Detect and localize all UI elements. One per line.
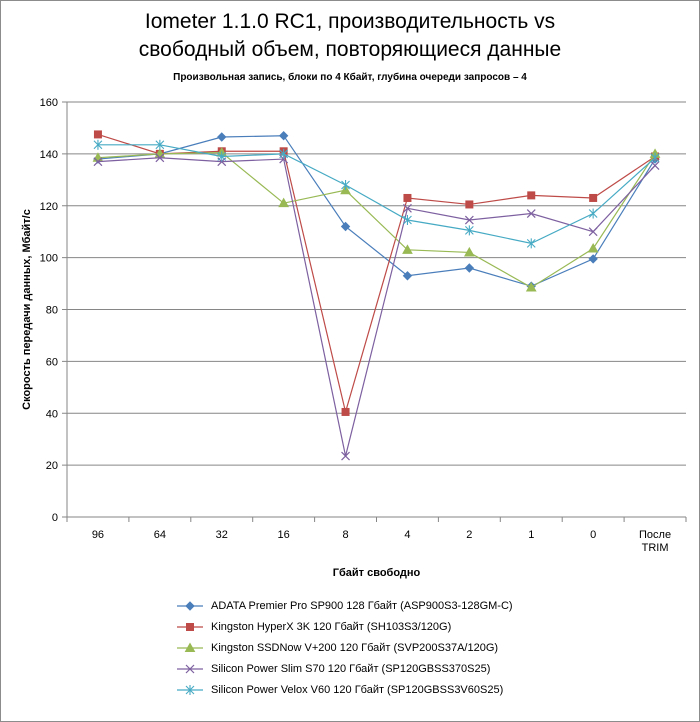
legend-swatch [177,664,203,674]
legend-item: Kingston SSDNow V+200 120 Гбайт (SVP200S… [175,638,595,659]
legend-item: Kingston HyperX 3K 120 Гбайт (SH103S3/12… [175,617,595,638]
line-chart: 0 20 40 60 80 100 120 140 160 96 64 32 16 8 4 2 1 0 После T… [21,97,687,579]
legend-swatch [177,601,203,611]
x-tick-label: 2 [466,529,472,541]
series-2 [93,130,660,416]
data-point [402,271,413,281]
y-axis-label: Скорость передачи данных, Мбайт/с [21,209,33,410]
series-line [97,135,656,287]
x-tick-label: 0 [590,529,596,541]
data-point [588,254,598,264]
data-point [587,243,599,253]
legend-label: ADATA Premier Pro SP900 128 Гбайт (ASP90… [211,600,513,612]
y-tick-label: 140 [40,149,58,161]
series-line [97,157,656,457]
data-point [403,193,412,202]
data-point [527,191,536,200]
data-point [93,139,103,150]
series-1 [93,131,660,291]
y-tick-label: 60 [46,356,58,368]
x-tick-label: 32 [216,529,228,541]
data-point [526,209,536,218]
data-point [403,203,412,213]
legend-item: Silicon Power Slim S70 120 Гбайт (SP120G… [175,659,595,680]
legend-marker [186,623,194,631]
data-point [402,244,413,254]
data-point [525,281,537,292]
x-tick-label: 64 [154,529,166,541]
data-point [93,130,102,139]
y-tick-label: 120 [40,201,58,213]
data-point [650,161,660,170]
y-tick-label: 40 [46,408,58,420]
x-axis-label: Гбайт свободно [333,567,421,579]
data-point [464,263,475,273]
legend-marker [185,601,195,611]
data-point [340,221,351,232]
data-point [341,180,350,190]
legend-label: Silicon Power Velox V60 120 Гбайт (SP120… [211,684,504,696]
legend-label: Kingston HyperX 3K 120 Гбайт (SH103S3/12… [211,621,452,633]
data-point [589,193,598,202]
data-point [588,208,598,219]
x-tick-label: 1 [528,529,534,541]
chart-subtitle: Произвольная запись, блоки по 4 Кбайт, г… [173,72,527,83]
data-point [403,215,412,226]
data-point [278,131,289,141]
data-point [278,197,290,208]
chart-legend: ADATA Premier Pro SP900 128 Гбайт (ASP90… [175,596,595,701]
data-point [341,451,350,461]
series-line [97,151,656,289]
series-line [97,133,656,415]
legend-label: Kingston SSDNow V+200 120 Гбайт (SVP200S… [211,642,499,654]
data-point [464,225,474,236]
x-tick-label: 96 [92,529,104,541]
x-tick-label: 16 [278,529,290,541]
data-point [217,151,227,162]
data-point [217,132,227,142]
x-tick-label: 4 [404,529,410,541]
legend-label: Silicon Power Slim S70 120 Гбайт (SP120G… [211,663,491,675]
legend-swatch [177,642,203,652]
legend-swatch [177,685,203,695]
legend-item: ADATA Premier Pro SP900 128 Гбайт (ASP90… [175,596,595,617]
series-5 [93,139,660,249]
legend-swatch [177,623,203,631]
y-tick-label: 100 [40,253,58,265]
data-point [650,152,660,163]
data-point [341,407,350,416]
data-point [588,227,598,237]
chart-title: Iometer 1.1.0 RC1, производительность vs… [0,8,700,64]
series-line [97,144,656,244]
legend-marker [185,685,195,695]
legend-marker [184,642,196,652]
y-tick-label: 160 [40,97,58,109]
data-point [155,139,165,150]
y-tick-label: 80 [46,305,58,317]
x-tick-label: После TRIM [639,529,671,554]
data-point [465,200,474,209]
data-point [464,215,474,225]
legend-marker [185,664,195,674]
chart-title-line-1: Iometer 1.1.0 RC1, производительность vs [144,10,556,33]
data-point [93,157,103,167]
data-point [526,238,536,249]
data-point [279,148,289,159]
data-point [155,153,165,163]
y-tick-label: 0 [52,512,58,524]
chart-title-line-2: свободный объем, повторяющиеся данные [138,38,562,61]
series-3 [92,147,661,292]
x-tick-label: 8 [342,529,348,541]
y-tick-label: 20 [46,460,58,472]
data-point [463,246,475,257]
legend-item: Silicon Power Velox V60 120 Гбайт (SP120… [175,680,595,701]
